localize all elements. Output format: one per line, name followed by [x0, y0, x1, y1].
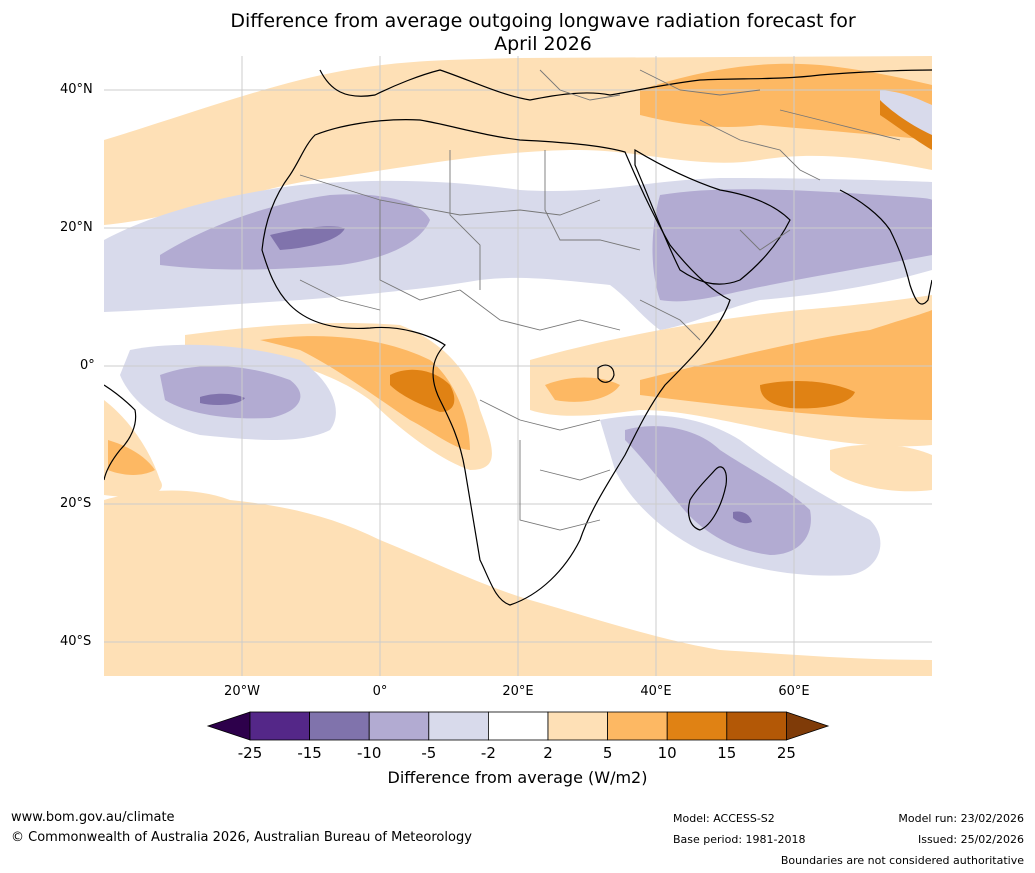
- latitude-label: 0°: [80, 358, 95, 373]
- copyright-text: © Commonwealth of Australia 2026, Austra…: [11, 830, 472, 845]
- positive-anomaly-area: [640, 310, 932, 420]
- colorbar-low-extension: [206, 711, 251, 741]
- colorbar-segment: [368, 711, 430, 741]
- south-america-coastline: [104, 384, 137, 481]
- latitude-label: 40°N: [60, 82, 93, 97]
- negative-anomaly-area: [160, 365, 301, 419]
- colorbar-segment: [547, 711, 608, 741]
- model-run-date: Model run: 23/02/2026: [898, 812, 1024, 825]
- negative-anomaly-area: [270, 226, 345, 250]
- negative-anomaly-area: [880, 90, 932, 135]
- longitude-label: 40°E: [640, 684, 672, 699]
- latitude-label: 40°S: [60, 634, 92, 649]
- positive-anomaly-area: [104, 600, 300, 676]
- colorbar-tick-label: 2: [543, 744, 553, 762]
- india-coastline: [839, 189, 932, 305]
- positive-anomaly-area: [260, 336, 470, 450]
- country-borders: [299, 69, 901, 531]
- colorbar: [206, 711, 830, 741]
- longitude-label: 20°E: [502, 684, 534, 699]
- colorbar-segment: [666, 711, 728, 741]
- positive-anomaly-area: [545, 377, 620, 402]
- colorbar-tick-label: 25: [776, 744, 796, 762]
- latitude-label: 20°S: [60, 496, 92, 511]
- colorbar-title: Difference from average (W/m2): [387, 768, 648, 787]
- anomaly-field: [104, 56, 932, 676]
- longitude-label: 20°W: [224, 684, 260, 699]
- boundaries-disclaimer: Boundaries are not considered authoritat…: [780, 854, 1024, 867]
- positive-anomaly-area: [830, 444, 932, 492]
- positive-anomaly-area: [390, 369, 455, 412]
- colorbar-tick-label: -2: [480, 744, 496, 762]
- map-title: Difference from average outgoing longwav…: [230, 10, 856, 55]
- colorbar-tick-label: -15: [297, 744, 322, 762]
- model-name: Model: ACCESS-S2: [673, 812, 775, 825]
- colorbar-tick-label: -25: [237, 744, 263, 762]
- negative-anomaly-area: [652, 189, 932, 302]
- arabia-coastline: [634, 148, 791, 285]
- negative-anomaly-area: [733, 511, 752, 524]
- longitude-label: 60°E: [778, 684, 810, 699]
- positive-anomaly-area: [108, 440, 155, 475]
- longitude-label: 0°: [372, 684, 388, 699]
- colorbar-segment: [309, 711, 370, 741]
- colorbar-tick-label: -10: [356, 744, 382, 762]
- latitude-label: 20°N: [60, 220, 93, 235]
- base-period: Base period: 1981-2018: [673, 833, 806, 846]
- colorbar-segment: [249, 711, 310, 741]
- website-link[interactable]: www.bom.gov.au/climate: [11, 810, 175, 825]
- colorbar-tick-label: 15: [717, 744, 737, 762]
- positive-anomaly-area: [104, 490, 932, 676]
- colorbar-tick-label: 10: [657, 744, 677, 762]
- gridlines: [104, 56, 932, 676]
- issued-date: Issued: 25/02/2026: [917, 833, 1024, 846]
- africa-coastline: [261, 119, 731, 606]
- madagascar-coastline: [687, 466, 727, 531]
- colorbar-high-extension: [786, 711, 830, 741]
- colorbar-segment: [428, 711, 489, 741]
- negative-anomaly-area: [200, 393, 245, 406]
- colorbar-segment: [726, 711, 787, 741]
- lake-victoria: [597, 364, 615, 383]
- europe-coastline: [319, 69, 932, 101]
- colorbar-tick-label: -5: [421, 744, 437, 762]
- colorbar-tick-label: 5: [602, 744, 613, 762]
- negative-anomaly-area: [625, 426, 811, 555]
- positive-anomaly-area: [760, 380, 855, 409]
- colorbar-segment: [607, 711, 668, 741]
- positive-anomaly-area: [640, 63, 932, 140]
- colorbar-segment: [487, 711, 549, 741]
